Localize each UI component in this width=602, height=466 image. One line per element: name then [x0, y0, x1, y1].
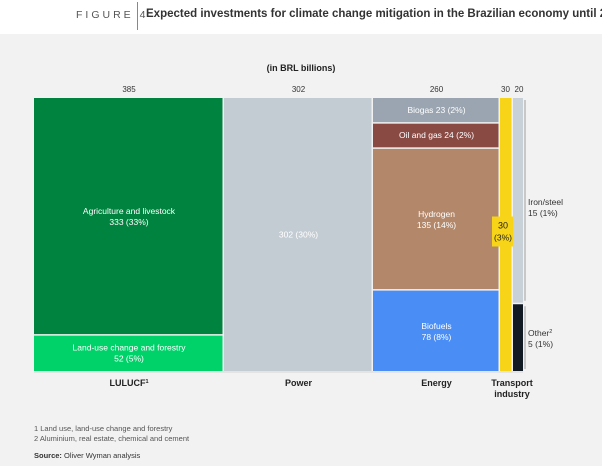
segment-label-lulucf-agriculture-and-livestock-name: Agriculture and livestock — [83, 206, 176, 216]
transport-label-box — [492, 216, 514, 247]
footnotes: 1 Land use, land-use change and forestry… — [34, 424, 189, 444]
group-label-power: Power — [285, 378, 313, 388]
source-note: Source: Oliver Wyman analysis — [34, 451, 140, 460]
group-label-transport: Transport — [491, 378, 533, 388]
column-total-power: 302 — [292, 85, 306, 94]
segment-lulucf-land-use-change-and-forestry — [34, 335, 223, 371]
segment-energy-oil-and-gas — [373, 123, 499, 148]
segment-industry-iron-steel — [513, 98, 523, 303]
marimekko-chart: (in BRL billions) 385 Land-use change and … — [34, 63, 563, 399]
segment-power-total — [224, 98, 372, 371]
segment-label-energy-biogas: Biogas 23 (2%) — [407, 105, 465, 115]
segment-energy-biogas — [373, 98, 499, 123]
footnote-ref-2: 2 — [549, 329, 552, 335]
segment-label-industry-other-value: 5 (1%) — [528, 339, 553, 349]
footnote-1: 1 Land use, land-use change and forestry — [34, 424, 173, 433]
column-total-lulucf: 385 — [122, 85, 136, 94]
footnote-2: 2 Aluminium, real estate, chemical and c… — [34, 434, 190, 443]
segment-label-industry-iron-steel-value: 15 (1%) — [528, 208, 558, 218]
source-label: Source: — [34, 451, 62, 460]
segment-label-transport-total-value: 30 — [498, 221, 508, 231]
segment-label-energy-oil-and-gas: Oil and gas 24 (2%) — [399, 130, 474, 140]
source-text: Oliver Wyman analysis — [64, 451, 141, 460]
group-label-lulucf: LULUCF1 — [109, 378, 148, 388]
figure-label: FIGURE 4 — [76, 9, 149, 21]
segment-lulucf-agriculture-and-livestock — [34, 98, 223, 335]
segment-label-energy-hydrogen-name: Hydrogen — [418, 209, 455, 219]
segment-industry-other — [513, 304, 523, 371]
segment-label-energy-biofuels-name: Biofuels — [421, 321, 451, 331]
segment-energy-hydrogen — [373, 148, 499, 290]
group-label-energy: Energy — [421, 378, 452, 388]
segment-energy-biofuels — [373, 290, 499, 371]
figure-header: FIGURE 4 Expected investments for climat… — [0, 0, 602, 34]
segment-label-lulucf-land-use-change-and-forestry-name: Land-use change and forestry — [73, 343, 187, 353]
segment-label-lulucf-land-use-change-and-forestry-value: 52 (5%) — [114, 354, 144, 364]
segment-label-transport-total-share: (3%) — [494, 233, 512, 243]
segment-label-power-total-value: 302 (30%) — [279, 230, 318, 240]
segment-label-industry-other-name: Other2 — [528, 328, 552, 338]
header-divider — [137, 2, 138, 30]
group-label-industry: industry — [494, 389, 530, 399]
segment-label-industry-iron-steel-name: Iron/steel — [528, 197, 563, 207]
footnote-ref-1: 1 — [145, 379, 148, 385]
segment-label-lulucf-agriculture-and-livestock-value: 333 (33%) — [109, 217, 148, 227]
segment-label-energy-hydrogen-value: 135 (14%) — [417, 220, 456, 230]
column-total-industry: 20 — [515, 85, 524, 94]
figure-title: Expected investments for climate change … — [146, 8, 602, 20]
column-total-energy: 260 — [430, 85, 444, 94]
segment-label-energy-biofuels-value: 78 (8%) — [422, 332, 452, 342]
column-total-transport: 30 — [501, 85, 510, 94]
chart-subtitle: (in BRL billions) — [267, 63, 336, 73]
